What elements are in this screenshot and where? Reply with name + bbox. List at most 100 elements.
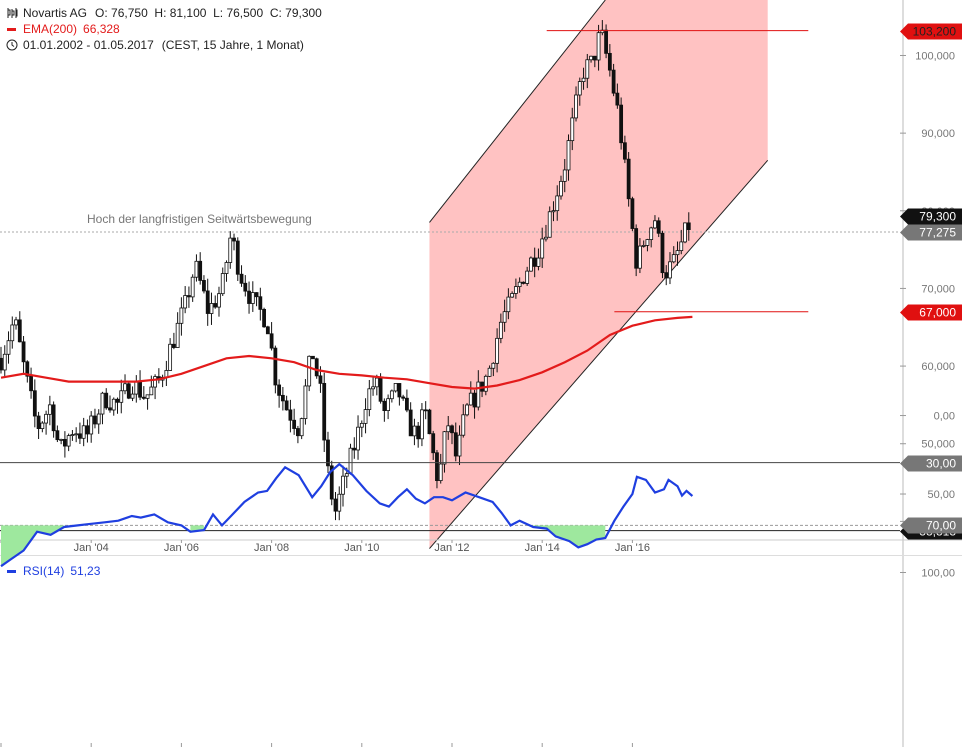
candle-body [574,94,578,119]
candle-body [70,434,75,437]
candle-body [303,385,308,420]
instrument-name: Novartis AG [23,6,88,20]
candle-body [502,311,507,323]
rsi-marker-label: 30,00 [926,457,956,471]
candle-body [638,245,642,269]
candle-body [374,377,379,388]
channel-upper-line [429,0,606,223]
candle-body [529,257,533,272]
candle-body [653,220,657,229]
range-info: (CEST, 15 Jahre, 1 Monat) [161,38,304,52]
x-tick-label: Jan '08 [254,542,289,554]
candle-body [55,430,60,441]
candle-body [427,409,432,435]
candle-body [36,415,41,429]
candle-body [277,384,282,396]
candle-body [318,375,323,384]
candle-body [378,377,383,402]
candle-body [168,343,173,371]
candle-body [465,404,469,416]
candle-body [596,32,601,61]
candle-body [6,340,11,355]
candle-body [664,272,669,279]
candle-body [536,257,541,267]
candle-body [404,397,409,411]
candle-body [44,413,48,424]
x-tick-label: Jan '14 [525,542,560,554]
candle-body [224,262,229,274]
horizontal-levels [0,30,900,532]
rsi-value: 51,23 [70,564,101,578]
candle-body [62,438,67,447]
candle-body [592,55,597,61]
candle-body [250,292,255,304]
candle-body [435,452,439,481]
candlestick-icon [6,7,18,19]
candle-body [280,394,285,402]
candle-body [314,358,319,377]
candle-body [483,375,488,392]
candle-body [262,308,266,328]
candle-body [408,409,413,437]
candle-body [209,303,214,314]
candle-body [51,404,56,432]
candle-body [217,293,221,308]
candle-body [213,303,218,308]
rsi-overbought-fill [533,525,606,548]
rsi-line [0,462,694,568]
candle-body [284,400,289,411]
candle-body [14,319,18,326]
candle-body [81,425,86,439]
candle-body [108,407,112,411]
candle-body [423,409,428,412]
x-tick-label: Jan '16 [615,542,650,554]
candle-body [134,380,139,395]
candle-body [412,425,417,437]
x-tick-label: Jan '10 [344,542,379,554]
rsi-overbought-fill [1,525,65,567]
candle-body [21,341,26,363]
candle-body [126,383,131,399]
candle-body [29,375,33,392]
candle-body [269,333,274,349]
candle-body [93,415,97,425]
candle-body [453,432,458,457]
candle-body [386,398,391,411]
candle-body [367,388,372,411]
candle-body [0,357,3,371]
candle-body [566,140,571,171]
candle-body [645,239,650,246]
candle-body [675,250,680,256]
price-markers: 103,20079,30077,27567,00038,81370,0030,0… [900,23,962,540]
candle-body [247,290,251,304]
candle-body [521,281,526,284]
candle-body [487,367,492,377]
candle-body [307,355,312,387]
candle-body [17,319,22,343]
candle-body [288,409,293,421]
candle-body [570,117,575,142]
price-marker-label: 77,275 [919,226,956,240]
rsi-legend-icon [6,565,18,577]
candle-body [551,210,556,213]
candlesticks [0,20,691,521]
ema200-line [0,315,693,390]
instrument-row: Novartis AG O: 76,750 H: 81,100 L: 76,50… [6,5,322,21]
candle-body [228,237,233,263]
candle-body [420,409,424,440]
candle-body [337,493,342,512]
ohlc-values: O: 76,750 H: 81,100 L: 76,500 C: 79,300 [95,6,322,20]
y-tick-label: 50,000 [921,439,955,451]
candle-body [100,392,105,415]
candle-body [254,292,259,298]
candle-body [258,296,263,310]
candle-body [607,52,612,71]
candle-body [671,254,676,263]
trend-channel [429,0,769,549]
price-marker-label: 67,000 [919,306,956,320]
candle-body [111,398,116,411]
candle-body [679,241,684,252]
ema-line [0,315,693,390]
ema-legend-icon [6,23,18,35]
candle-body [183,295,188,309]
